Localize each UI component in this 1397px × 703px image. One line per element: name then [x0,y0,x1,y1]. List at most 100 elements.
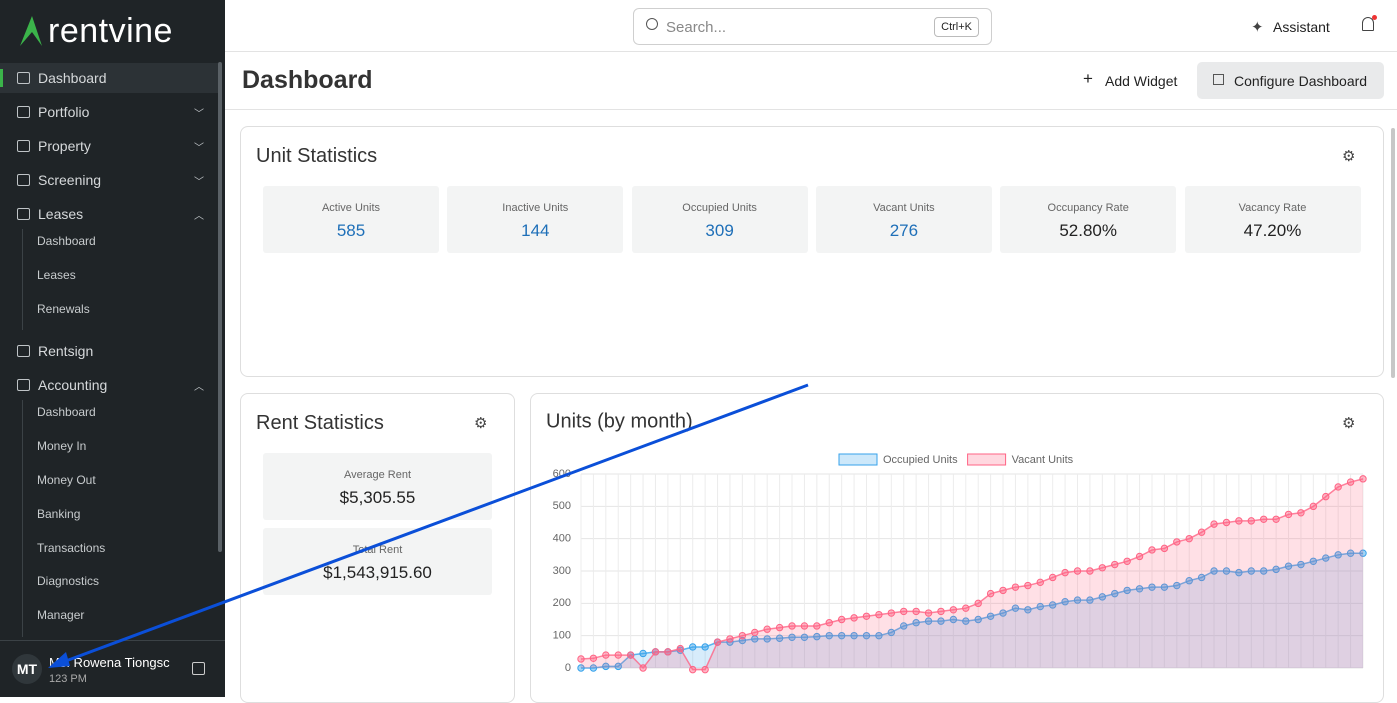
chevron: ︿ [194,210,204,222]
nav-item[interactable]: Property ﹀ [0,131,218,161]
scrollbar [1391,128,1395,378]
y-tick-label: 100 [553,630,571,642]
point [1160,544,1169,553]
stat-value: 47.20% [1243,221,1302,240]
series-area [581,478,1363,670]
point [999,586,1007,595]
sub-item[interactable]: Diagnostics [37,574,100,589]
nav-item[interactable]: Rentsign [0,336,218,366]
stat-box[interactable]: Vacant Units 276 [815,186,992,253]
point [614,651,622,659]
unit-statistics-card: Unit Statistics ⚙ Active Units 585 Inactiv… [240,126,1384,377]
nav-item[interactable]: Accounting ︿ [0,370,218,400]
stat-label: Total Rent [352,544,403,556]
point [1173,581,1181,590]
point [1222,567,1231,575]
point [738,631,747,640]
active-indicator [0,69,3,87]
point [862,612,871,620]
point [1322,492,1330,501]
stat-label: Vacancy Rate [1238,202,1307,214]
point [1086,596,1094,604]
point [1359,475,1367,483]
point [1123,586,1131,595]
user-subtitle: 123 PM [49,673,87,685]
settings[interactable]: ⚙ [474,415,488,432]
point [1111,589,1119,598]
nav-item[interactable]: Leases ︿ [0,199,218,229]
nav-item[interactable]: Portfolio ﹀ [0,97,218,127]
point [825,619,833,627]
configure-label: Configure Dashboard [1234,73,1368,89]
point [1036,578,1044,587]
logo-icon [20,16,42,46]
nav-item[interactable]: Screening ﹀ [0,165,218,195]
point [900,622,908,630]
point [949,606,958,614]
point [1334,551,1342,559]
scrollbar [218,62,222,552]
sub-item[interactable]: Leases [37,267,76,282]
sub-item[interactable]: Transactions [37,540,106,555]
rent-statistics-card: Rent Statistics ⚙ Average Rent $5,305.55 T… [240,393,515,703]
settings[interactable]: ⚙ [1342,148,1356,165]
point [1185,577,1193,585]
point [937,607,945,616]
point [1222,518,1231,527]
stat-value: 52.80% [1059,221,1118,240]
assistant[interactable]: Assistant [1273,19,1330,35]
point [887,609,896,617]
point [1284,562,1293,570]
user[interactable]: MT Ms. Rowena Tiongsc 123 PM [0,640,225,697]
nav-item[interactable]: Dashboard [0,63,218,93]
point [813,622,821,630]
stat-value: 144 [521,221,550,240]
avatar: MT [12,654,42,684]
chart-card: ⚙ Units (by month) 0 100 200 300 400 500 600 Oc… [530,393,1384,703]
bell[interactable] [1362,17,1374,31]
sub-item[interactable]: Money In [37,439,87,454]
stat-value: 309 [705,221,734,240]
point [626,651,635,659]
add-widget[interactable]: Add Widget [1105,73,1178,89]
sub-item[interactable]: Dashboard [37,234,96,248]
search[interactable]: Search... Ctrl+K [633,8,992,45]
chevron: ︿ [194,381,204,393]
point [986,612,995,620]
collapse-button[interactable] [192,662,205,675]
point [1359,549,1367,557]
point [1297,560,1305,569]
sub-item[interactable]: Dashboard [37,405,96,420]
user-name: Ms. Rowena Tiongsc [49,655,170,670]
settings[interactable]: ⚙ [1342,415,1356,432]
chevron: ﹀ [194,176,204,188]
sub-item[interactable]: Renewals [37,301,90,316]
sub-item[interactable]: Money Out [37,473,96,487]
stat-box[interactable]: Active Units 585 [263,186,439,253]
stat-label: Average Rent [343,469,412,481]
point [775,623,784,632]
plus-icon: + [1083,69,1093,88]
nav-label: Leases [38,206,84,222]
point [1197,528,1206,536]
nav-icon [17,208,30,220]
stat-box[interactable]: Occupied Units 309 [631,186,808,253]
point [1086,567,1094,575]
point [850,614,858,622]
point [949,615,958,624]
point [1073,596,1082,604]
point [813,632,821,641]
point [1346,549,1355,557]
point [837,631,846,640]
stat-box[interactable]: Inactive Units 144 [447,186,624,253]
point [1309,502,1318,511]
point [1073,567,1082,575]
point [999,609,1007,617]
point [1011,583,1020,591]
point [1048,601,1057,609]
sub-item[interactable]: Manager [37,608,85,623]
point [589,654,598,662]
point [800,622,809,630]
sub-item[interactable]: Banking [37,506,81,521]
configure-button[interactable]: Configure Dashboard [1197,62,1384,99]
